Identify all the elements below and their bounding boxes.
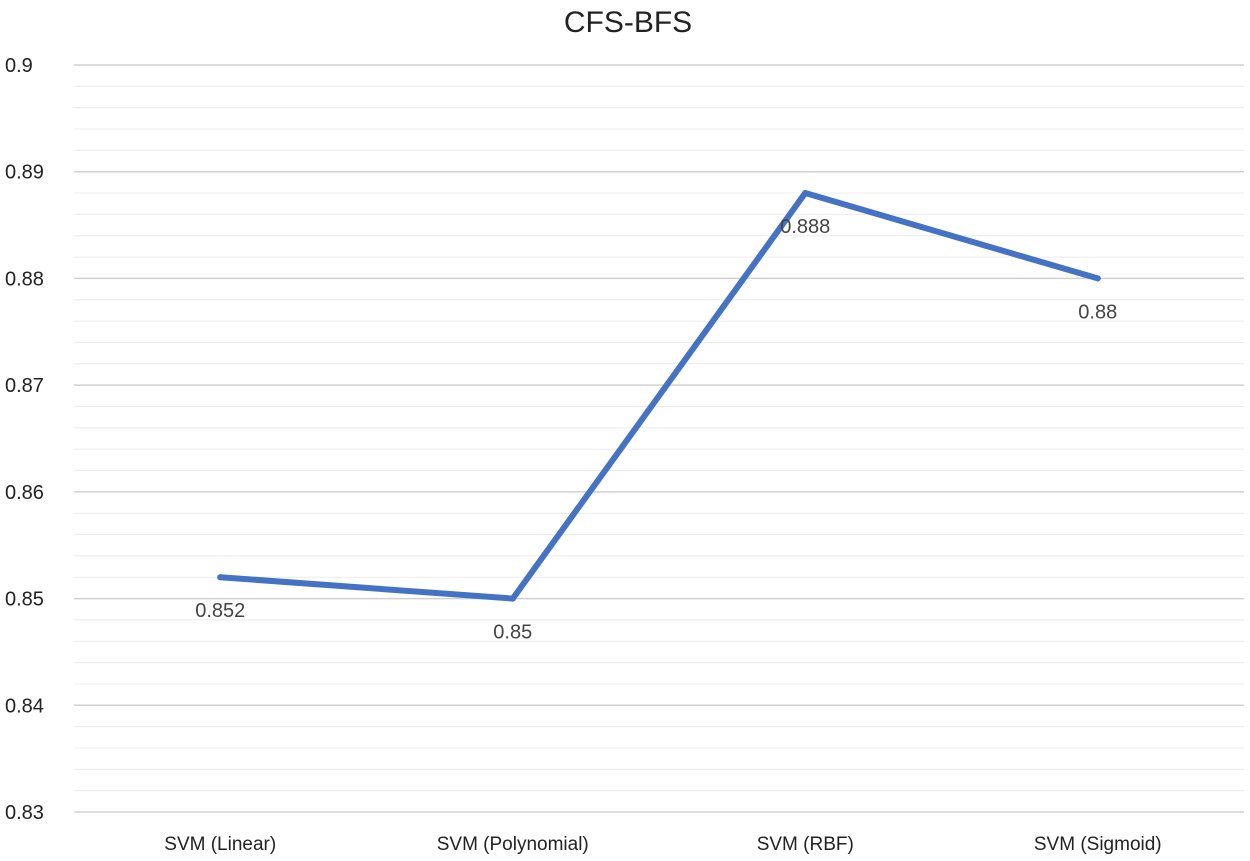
data-point — [217, 574, 224, 581]
x-category-label: SVM (RBF) — [757, 834, 854, 855]
series-line — [217, 190, 1101, 602]
y-tick-label: 0.83 — [5, 802, 44, 824]
data-point — [1094, 275, 1101, 282]
y-tick-label: 0.85 — [5, 589, 44, 611]
data-label: 0.88 — [1078, 301, 1117, 323]
y-tick-label: 0.89 — [5, 162, 44, 184]
y-tick-label: 0.84 — [5, 695, 44, 717]
x-category-label: SVM (Sigmoid) — [1034, 834, 1162, 855]
y-tick-label: 0.87 — [5, 375, 44, 397]
x-axis-categories: SVM (Linear) SVM (Polynomial) SVM (RBF) SVM… — [164, 834, 1161, 855]
y-tick-label: 0.88 — [5, 268, 44, 290]
data-label: 0.85 — [493, 622, 532, 644]
x-category-label: SVM (Linear) — [164, 834, 276, 855]
data-label: 0.852 — [195, 600, 245, 622]
series-group — [217, 190, 1101, 602]
major-gridlines — [74, 64, 1244, 813]
chart-title: CFS-BFS — [564, 6, 692, 39]
y-tick-label: 0.86 — [5, 482, 44, 504]
data-point — [802, 190, 809, 197]
x-category-label: SVM (Polynomial) — [437, 834, 589, 855]
y-axis-ticks: 0.83 0.84 0.85 0.86 0.87 0.88 0.89 0.9 — [5, 55, 44, 824]
data-label: 0.888 — [780, 216, 830, 238]
data-labels: 0.852 0.85 0.888 0.88 — [195, 216, 1117, 644]
data-point — [509, 595, 516, 602]
minor-gridlines — [74, 85, 1244, 792]
y-tick-label: 0.9 — [5, 55, 33, 77]
